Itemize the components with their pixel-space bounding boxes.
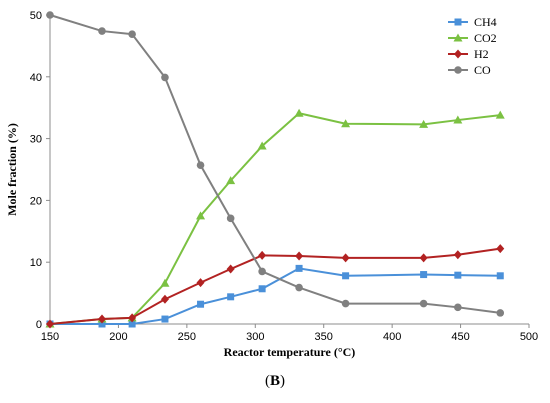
- panel-label-letter: B: [269, 373, 280, 389]
- legend-label: CO2: [474, 31, 497, 45]
- x-tick-label: 250: [178, 331, 196, 343]
- data-point-co2: [196, 211, 206, 220]
- series-h2: [46, 244, 505, 329]
- legend-item-co2: CO2: [448, 31, 497, 45]
- series-co2: [45, 108, 505, 328]
- data-point-co2: [453, 115, 463, 124]
- data-point-co: [196, 161, 205, 169]
- data-point-h2: [226, 264, 235, 274]
- x-tick-label: 500: [520, 331, 538, 343]
- data-point-co: [295, 283, 303, 292]
- x-tick-label: 200: [109, 331, 127, 343]
- legend-swatch-marker: [454, 66, 462, 74]
- data-point-h2: [98, 314, 107, 324]
- x-tick-label: 350: [315, 331, 333, 343]
- panel-label-close: ): [280, 373, 285, 389]
- legend-swatch-marker: [454, 49, 462, 59]
- data-point-ch4: [197, 300, 205, 308]
- series-line-co: [49, 14, 501, 314]
- x-tick-label: 300: [246, 331, 264, 343]
- data-point-co: [128, 30, 136, 38]
- legend-label: CH4: [474, 15, 497, 29]
- series-line-ch4: [50, 267, 501, 325]
- data-point-co: [226, 214, 235, 223]
- data-point-co: [98, 27, 106, 35]
- legend-label: CO: [474, 63, 491, 77]
- data-point-co2: [294, 108, 304, 117]
- data-point-h2: [46, 319, 54, 329]
- series-co: [46, 11, 505, 317]
- tick-labels: 150 200 250 300 350 400 450 500 0 10 20 30 40 50: [30, 10, 538, 343]
- data-point-ch4: [161, 315, 169, 323]
- data-point-h2: [453, 250, 462, 260]
- series-ch4: [46, 264, 504, 328]
- legend-swatch-marker: [453, 33, 463, 42]
- legend-item-h2: H2: [448, 47, 489, 61]
- y-tick-label: 10: [30, 257, 42, 269]
- data-point-ch4: [454, 271, 462, 279]
- data-point-ch4: [128, 320, 136, 328]
- data-point-ch4: [420, 271, 428, 279]
- x-tick-label: 400: [383, 331, 401, 343]
- y-axis-title: Mole fraction (%): [5, 123, 19, 216]
- data-point-co2: [495, 110, 505, 119]
- data-point-co2: [226, 176, 236, 185]
- series-line-h2: [49, 247, 501, 325]
- data-point-ch4: [98, 320, 106, 328]
- x-tick-label: 450: [451, 331, 469, 343]
- data-point-h2: [419, 253, 428, 263]
- axes: [46, 14, 530, 328]
- panel-label-open: (: [264, 373, 270, 389]
- y-tick-label: 50: [30, 10, 42, 22]
- y-tick-label: 30: [30, 134, 42, 146]
- data-point-co: [419, 299, 428, 308]
- data-point-ch4: [258, 285, 266, 293]
- data-point-co: [341, 299, 350, 308]
- x-tick-label: 150: [41, 331, 59, 343]
- data-point-co: [496, 309, 505, 317]
- legend-item-co: CO: [448, 63, 491, 77]
- data-point-co2: [257, 141, 267, 150]
- legend-item-ch4: CH4: [448, 15, 497, 29]
- data-point-h2: [295, 251, 304, 261]
- data-point-ch4: [295, 264, 303, 272]
- legend: CH4 CO2 H2 CO: [448, 15, 497, 77]
- panel-label: (B): [0, 373, 550, 390]
- y-tick-label: 20: [30, 195, 42, 207]
- y-tick-label: 40: [30, 72, 42, 84]
- data-point-h2: [128, 313, 137, 323]
- data-point-h2: [160, 294, 169, 304]
- data-point-ch4: [496, 272, 504, 280]
- legend-swatch-marker: [454, 18, 462, 26]
- data-point-h2: [341, 253, 350, 263]
- y-tick-label: 0: [36, 319, 42, 331]
- data-point-co: [46, 11, 54, 19]
- series-lines: [45, 11, 505, 329]
- data-point-ch4: [342, 272, 350, 280]
- x-axis-title: Reactor temperature (°C): [224, 345, 356, 359]
- data-point-co2: [160, 278, 170, 287]
- data-point-co2: [419, 119, 429, 128]
- data-point-ch4: [227, 293, 235, 301]
- data-point-co: [454, 303, 462, 312]
- series-line-co2: [49, 112, 501, 325]
- legend-label: H2: [474, 47, 489, 61]
- data-point-co2: [341, 119, 351, 128]
- data-point-h2: [196, 278, 205, 288]
- data-point-h2: [258, 250, 267, 260]
- data-point-co: [258, 267, 266, 276]
- data-point-h2: [496, 244, 505, 254]
- data-point-co: [161, 73, 169, 82]
